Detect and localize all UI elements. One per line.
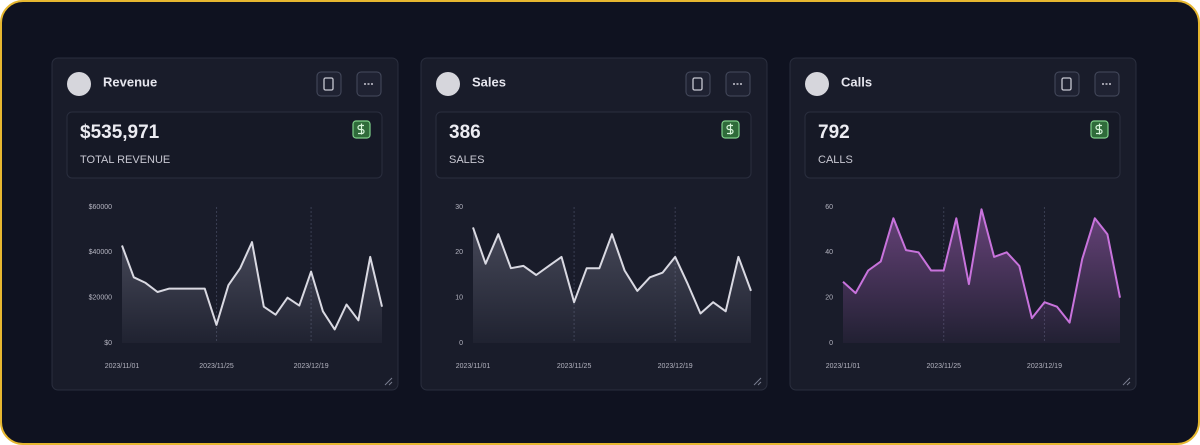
resize-grip	[384, 377, 393, 386]
x-tick-label: 2023/11/01	[456, 363, 491, 370]
x-tick-label: 2023/11/25	[557, 363, 592, 370]
line	[472, 227, 752, 315]
line	[842, 208, 1121, 324]
kpi-box	[804, 111, 1121, 179]
y-tick-label: $20000	[89, 295, 112, 302]
resize-grip	[753, 377, 762, 386]
copy-button[interactable]	[316, 71, 342, 97]
kpi-box	[435, 111, 752, 179]
x-tick-label: 2023/11/25	[199, 363, 234, 370]
x-tick-label: 2023/11/25	[926, 363, 961, 370]
kpi-label: SALES	[449, 154, 484, 166]
y-tick-label: 40	[825, 249, 833, 256]
y-tick-label: $40000	[89, 249, 112, 256]
x-tick-label: 2023/11/01	[105, 363, 140, 370]
area-fill	[473, 227, 751, 343]
y-tick-label: 0	[459, 340, 463, 347]
resize-grip	[1122, 377, 1131, 386]
card-title: Calls	[841, 74, 872, 89]
line	[121, 241, 383, 331]
card-title: Revenue	[103, 74, 157, 89]
copy-button[interactable]	[1054, 71, 1080, 97]
kpi-value: $535,971	[80, 122, 160, 143]
kpi-box	[66, 111, 383, 179]
y-tick-label: 30	[455, 204, 463, 211]
y-tick-label: $0	[104, 340, 112, 347]
kpi-badge-glyph	[1095, 123, 1103, 135]
kpi-badge-glyph	[726, 123, 734, 135]
card-title: Sales	[472, 74, 506, 89]
x-tick-label: 2023/12/19	[294, 363, 329, 370]
y-tick-label: 60	[825, 204, 833, 211]
y-tick-label: $60000	[89, 204, 112, 211]
copy-icon	[1061, 77, 1072, 91]
area-fill	[843, 209, 1120, 343]
kpi-badge-glyph	[357, 123, 365, 135]
kpi-value: 792	[818, 122, 850, 143]
y-tick-label: 10	[455, 295, 463, 302]
kpi-label: TOTAL REVENUE	[80, 154, 170, 166]
kpi-value: 386	[449, 122, 481, 143]
y-tick-label: 0	[829, 340, 833, 347]
area-fill	[122, 242, 382, 343]
x-tick-label: 2023/12/19	[1027, 363, 1062, 370]
y-tick-label: 20	[825, 295, 833, 302]
kpi-label: CALLS	[818, 154, 853, 166]
copy-icon	[692, 77, 703, 91]
card-icon	[436, 72, 460, 96]
copy-icon	[323, 77, 334, 91]
y-tick-label: 20	[455, 249, 463, 256]
x-tick-label: 2023/11/01	[826, 363, 861, 370]
card-icon	[67, 72, 91, 96]
copy-button[interactable]	[685, 71, 711, 97]
card-icon	[805, 72, 829, 96]
x-tick-label: 2023/12/19	[658, 363, 693, 370]
